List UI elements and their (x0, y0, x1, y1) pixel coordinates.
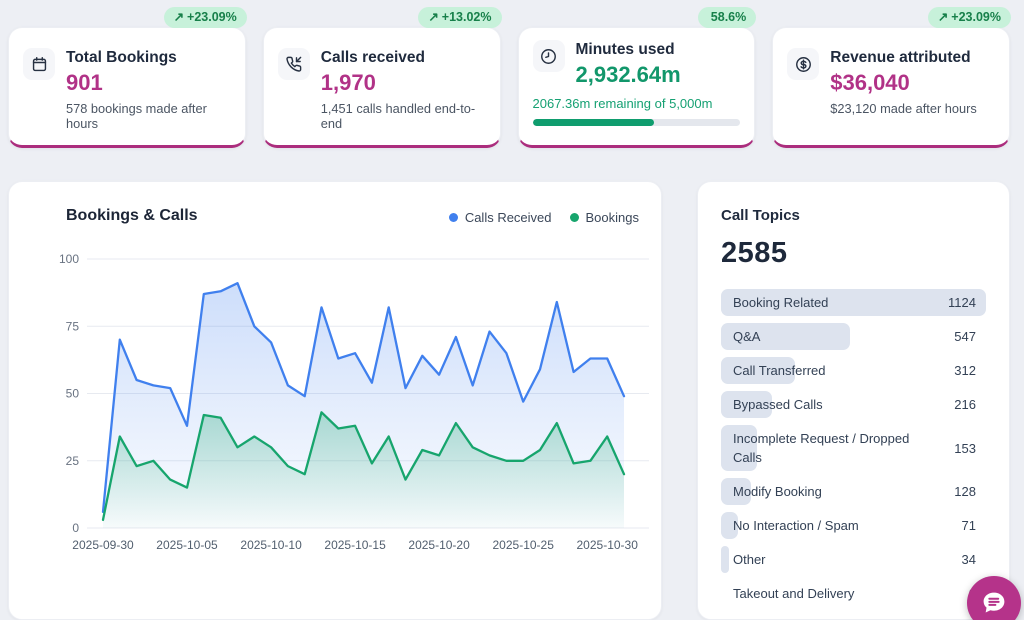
topic-label: Takeout and Delivery (733, 586, 855, 601)
y-tick-label: 75 (66, 319, 80, 333)
topic-bar (721, 546, 729, 573)
phone-incoming-icon (277, 48, 310, 80)
stat-value: 901 (66, 70, 103, 95)
call-topics-list: Booking Related 1124 Q&A 547 Call Transferre… (721, 289, 986, 607)
topic-row[interactable]: Other 34 (721, 546, 986, 573)
topic-row[interactable]: No Interaction / Spam 71 (721, 512, 986, 539)
calls-received-line (101, 282, 626, 514)
topic-bar (721, 512, 738, 539)
stat-card-calls-received: ↗ +13.02% Calls received 1,970 1,451 cal… (262, 7, 502, 148)
chat-widget-button[interactable] (967, 576, 1021, 620)
x-tick-label: 2025-10-25 (493, 538, 555, 552)
topic-bar (721, 289, 986, 316)
x-tick-label: 2025-09-30 (72, 538, 134, 552)
stat-card-revenue: ↗ +23.09% Revenue attributed $36,040 $23… (772, 7, 1011, 148)
usage-badge: 58.6% (697, 7, 757, 28)
trend-up-icon: ↗ (428, 10, 439, 24)
topic-row[interactable]: Modify Booking 128 (721, 478, 986, 505)
topic-value: 128 (954, 484, 976, 499)
topic-label: Modify Booking (733, 484, 822, 499)
stat-card-minutes-used: 58.6% Minutes used 2,932.64m 2067.36m re… (517, 7, 757, 148)
stat-title: Calls received (320, 49, 426, 66)
stat-value: $36,040 (830, 70, 910, 95)
bookings-line (101, 411, 626, 522)
stat-cards-row: ↗ +23.09% Total Bookings 901 578 booking… (8, 7, 1011, 148)
topic-bar (721, 478, 752, 505)
legend-label: Calls Received (464, 210, 552, 225)
x-tick-label: 2025-10-10 (240, 538, 302, 552)
topic-row[interactable]: Booking Related 1124 (721, 289, 986, 316)
stat-subtitle: 1,451 calls handled end-to-end (320, 101, 476, 131)
legend-item-calls-received[interactable]: Calls Received (448, 210, 552, 225)
y-tick-label: 100 (59, 252, 79, 266)
chat-icon (983, 592, 1005, 613)
change-badge: ↗ +23.09% (927, 7, 1011, 28)
topic-row[interactable]: Bypassed Calls 216 (721, 391, 986, 418)
topic-label: Booking Related (733, 295, 829, 310)
stat-title: Revenue attributed (830, 49, 971, 66)
topic-label: Q&A (733, 329, 761, 344)
topic-value: 1124 (948, 295, 976, 310)
topic-row[interactable]: Call Transferred 312 (721, 357, 986, 384)
topic-value: 153 (954, 440, 976, 456)
topic-value: 34 (961, 552, 976, 567)
topic-row[interactable]: Takeout and Delivery0 (721, 580, 986, 607)
stat-card-total-bookings: ↗ +23.09% Total Bookings 901 578 booking… (8, 7, 247, 148)
change-badge: ↗ +13.02% (418, 7, 502, 28)
legend-label: Bookings (585, 210, 639, 225)
stat-title: Total Bookings (66, 49, 177, 66)
trend-up-icon: ↗ (173, 10, 185, 24)
stat-value: 1,970 (320, 70, 376, 95)
bookings-calls-chart[interactable]: 0 25 50 75 100 2025-09-30 2025-10-05 2025-10-10… (9, 182, 662, 582)
minutes-progress-track (532, 119, 741, 126)
topic-label: Other (733, 552, 766, 567)
topic-bar (721, 357, 795, 384)
x-tick-label: 2025-10-15 (324, 538, 386, 552)
topic-label: Bypassed Calls (733, 397, 823, 412)
topic-bar (721, 425, 758, 471)
badge-label: 58.6% (710, 10, 747, 24)
stat-subtitle: $23,120 made after hours (830, 101, 977, 116)
x-tick-label: 2025-10-30 (577, 538, 639, 552)
x-tick-label: 2025-10-20 (408, 538, 470, 552)
stat-value: 2,932.64m (575, 62, 681, 87)
topic-label: Incomplete Request / Dropped Calls (733, 431, 910, 465)
badge-label: +23.09% (187, 10, 237, 24)
topic-value: 216 (954, 397, 976, 412)
y-tick-label: 50 (66, 387, 80, 401)
badge-label: +13.02% (441, 10, 492, 24)
topic-label: Call Transferred (733, 363, 826, 378)
chart-title: Bookings & Calls (66, 207, 198, 224)
call-topics-total: 2585 (721, 237, 788, 269)
calendar-icon (23, 48, 55, 80)
topic-value: 547 (954, 329, 976, 344)
topic-row[interactable]: Incomplete Request / Dropped Calls 153 (721, 425, 986, 471)
y-tick-label: 25 (66, 454, 80, 468)
chart-legend: Calls Received Bookings (448, 210, 639, 225)
topic-value: 312 (954, 363, 976, 378)
bookings-calls-card: 0 25 50 75 100 2025-09-30 2025-10-05 2025-10-10… (8, 181, 662, 620)
topic-row[interactable]: Q&A 547 (721, 323, 986, 350)
legend-item-bookings[interactable]: Bookings (569, 210, 639, 225)
y-tick-label: 0 (72, 521, 79, 535)
legend-dot-green (569, 213, 579, 222)
minutes-remaining-text: 2067.36m remaining of 5,000m (532, 96, 713, 111)
topic-bar (721, 323, 851, 350)
x-tick-label: 2025-10-05 (156, 538, 218, 552)
stat-subtitle: 578 bookings made after hours (66, 101, 207, 131)
legend-dot-blue (448, 213, 458, 222)
badge-label: +23.09% (951, 10, 1001, 24)
circle-dollar-icon (787, 48, 820, 80)
call-topics-card: Call Topics 2585 Booking Related 1124 Q&A 5… (697, 181, 1010, 620)
clock-icon (532, 40, 565, 72)
topic-label: No Interaction / Spam (733, 518, 859, 533)
topic-bar (721, 391, 772, 418)
trend-up-icon: ↗ (937, 10, 949, 24)
change-badge: ↗ +23.09% (163, 7, 247, 28)
minutes-progress-fill (532, 119, 655, 126)
stat-title: Minutes used (575, 41, 675, 58)
topic-value: 71 (961, 518, 976, 533)
call-topics-title: Call Topics (721, 207, 800, 224)
